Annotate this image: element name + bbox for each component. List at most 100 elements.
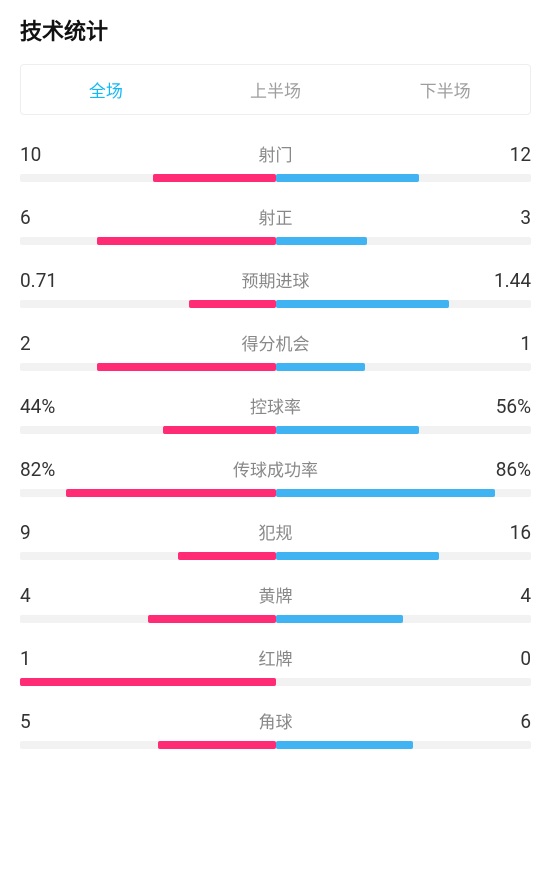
stat-bar-right-fill xyxy=(276,489,496,497)
stat-value-right: 86% xyxy=(471,458,531,481)
stat-head: 0.71预期进球1.44 xyxy=(20,267,531,292)
stat-label: 预期进球 xyxy=(80,267,471,292)
stat-bar-left-fill xyxy=(163,426,275,434)
stat-bar-track xyxy=(20,426,531,434)
stat-value-right: 1.44 xyxy=(471,269,531,292)
stat-value-right: 3 xyxy=(471,206,531,229)
stat-bar-left-half xyxy=(20,678,276,686)
stat-value-right: 12 xyxy=(471,143,531,166)
stat-value-left: 9 xyxy=(20,521,80,544)
stat-value-left: 82% xyxy=(20,458,80,481)
tab-second-half[interactable]: 下半场 xyxy=(360,65,530,114)
stat-bar-track xyxy=(20,363,531,371)
stat-bar-left-fill xyxy=(178,552,275,560)
stat-bar-left-half xyxy=(20,615,276,623)
stat-value-right: 4 xyxy=(471,584,531,607)
stat-bar-track xyxy=(20,678,531,686)
stat-bar-track xyxy=(20,300,531,308)
stat-value-left: 5 xyxy=(20,710,80,733)
stat-value-right: 56% xyxy=(471,395,531,418)
stat-value-left: 4 xyxy=(20,584,80,607)
stat-label: 黄牌 xyxy=(80,582,471,607)
stat-label: 犯规 xyxy=(80,519,471,544)
stat-bar-left-fill xyxy=(158,741,276,749)
stats-panel: 技术统计 全场 上半场 下半场 10射门126射正30.71预期进球1.442得… xyxy=(0,0,551,749)
stat-bar-left-fill xyxy=(189,300,276,308)
stat-head: 9犯规16 xyxy=(20,519,531,544)
stat-value-left: 0.71 xyxy=(20,269,80,292)
stat-head: 5角球6 xyxy=(20,708,531,733)
stat-value-right: 6 xyxy=(471,710,531,733)
stat-head: 6射正3 xyxy=(20,204,531,229)
stat-bar-right-fill xyxy=(276,426,419,434)
stat-value-left: 44% xyxy=(20,395,80,418)
stat-label: 红牌 xyxy=(80,645,471,670)
stat-bar-right-half xyxy=(276,363,532,371)
stat-value-right: 16 xyxy=(471,521,531,544)
stat-bar-left-fill xyxy=(153,174,276,182)
stat-bar-right-fill xyxy=(276,741,414,749)
stat-head: 82%传球成功率86% xyxy=(20,456,531,481)
stat-bar-left-half xyxy=(20,741,276,749)
stat-bar-right-half xyxy=(276,300,532,308)
stat-bar-track xyxy=(20,237,531,245)
stat-bar-right-half xyxy=(276,552,532,560)
stat-bar-track xyxy=(20,552,531,560)
tab-full[interactable]: 全场 xyxy=(21,65,191,114)
stat-bar-right-fill xyxy=(276,363,365,371)
stat-bar-right-half xyxy=(276,426,532,434)
stat-head: 44%控球率56% xyxy=(20,393,531,418)
stat-bar-right-half xyxy=(276,174,532,182)
stat-bar-left-half xyxy=(20,426,276,434)
stat-value-left: 1 xyxy=(20,647,80,670)
stat-bar-left-half xyxy=(20,363,276,371)
stat-bar-track xyxy=(20,615,531,623)
stat-label: 传球成功率 xyxy=(80,456,471,481)
stat-bar-left-fill xyxy=(97,363,276,371)
stat-bar-right-half xyxy=(276,678,532,686)
stat-head: 1红牌0 xyxy=(20,645,531,670)
stat-bar-left-half xyxy=(20,552,276,560)
stat-row: 2得分机会1 xyxy=(20,330,531,371)
stats-list: 10射门126射正30.71预期进球1.442得分机会144%控球率56%82%… xyxy=(20,141,531,749)
stat-row: 0.71预期进球1.44 xyxy=(20,267,531,308)
stat-label: 控球率 xyxy=(80,393,471,418)
tab-first-half[interactable]: 上半场 xyxy=(191,65,361,114)
stat-row: 44%控球率56% xyxy=(20,393,531,434)
stat-row: 4黄牌4 xyxy=(20,582,531,623)
stat-label: 得分机会 xyxy=(80,330,471,355)
stat-head: 10射门12 xyxy=(20,141,531,166)
stat-row: 5角球6 xyxy=(20,708,531,749)
stat-bar-track xyxy=(20,741,531,749)
stat-bar-left-half xyxy=(20,489,276,497)
stat-bar-right-half xyxy=(276,741,532,749)
stat-row: 82%传球成功率86% xyxy=(20,456,531,497)
stat-bar-left-fill xyxy=(20,678,276,686)
stat-value-left: 2 xyxy=(20,332,80,355)
stat-head: 4黄牌4 xyxy=(20,582,531,607)
stat-bar-right-fill xyxy=(276,300,450,308)
stat-bar-track xyxy=(20,489,531,497)
stat-value-right: 1 xyxy=(471,332,531,355)
stat-bar-right-fill xyxy=(276,237,368,245)
page-title: 技术统计 xyxy=(20,14,531,46)
stat-value-left: 10 xyxy=(20,143,80,166)
period-tabs: 全场 上半场 下半场 xyxy=(20,64,531,115)
stat-bar-left-fill xyxy=(148,615,276,623)
stat-bar-right-fill xyxy=(276,174,419,182)
stat-label: 射门 xyxy=(80,141,471,166)
stat-value-left: 6 xyxy=(20,206,80,229)
stat-bar-right-half xyxy=(276,615,532,623)
stat-row: 9犯规16 xyxy=(20,519,531,560)
stat-bar-right-half xyxy=(276,237,532,245)
stat-label: 射正 xyxy=(80,204,471,229)
stat-bar-track xyxy=(20,174,531,182)
stat-bar-left-half xyxy=(20,237,276,245)
stat-row: 6射正3 xyxy=(20,204,531,245)
stat-bar-left-fill xyxy=(97,237,276,245)
stat-row: 10射门12 xyxy=(20,141,531,182)
stat-bar-left-fill xyxy=(66,489,276,497)
stat-row: 1红牌0 xyxy=(20,645,531,686)
stat-label: 角球 xyxy=(80,708,471,733)
stat-bar-left-half xyxy=(20,174,276,182)
